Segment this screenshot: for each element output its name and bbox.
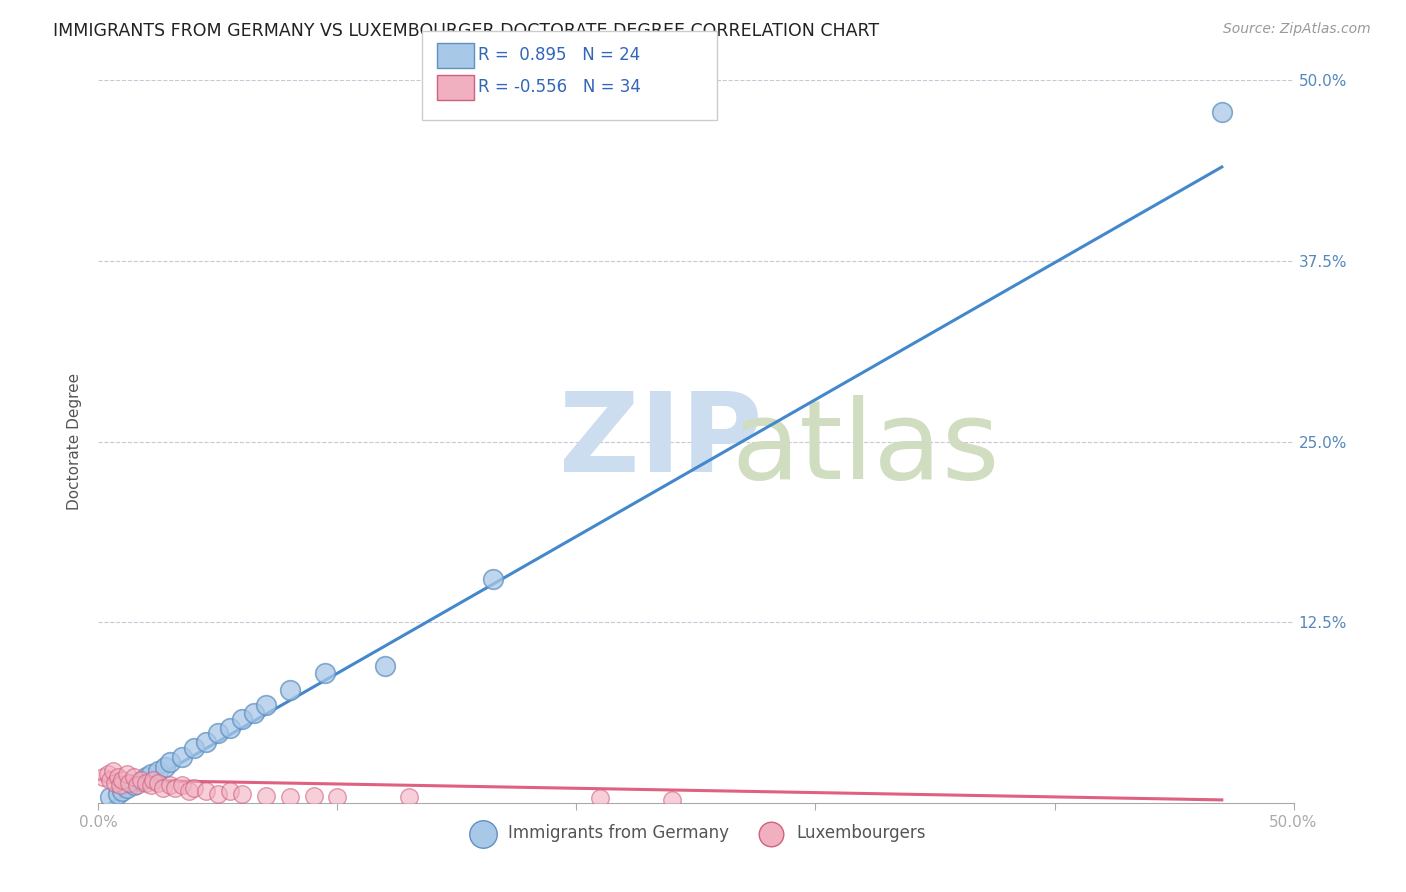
Point	[159, 779, 181, 793]
Point	[125, 779, 148, 793]
Point	[231, 712, 253, 726]
Text: R = -0.556   N = 34: R = -0.556 N = 34	[478, 78, 641, 96]
Point	[207, 726, 229, 740]
Point	[97, 767, 120, 781]
Point	[254, 789, 277, 803]
Y-axis label: Doctorate Degree: Doctorate Degree	[67, 373, 83, 510]
Text: Source: ZipAtlas.com: Source: ZipAtlas.com	[1223, 22, 1371, 37]
Point	[139, 767, 162, 781]
Point	[111, 784, 134, 798]
Point	[139, 779, 162, 793]
Point	[326, 790, 349, 805]
Point	[155, 760, 177, 774]
Point	[101, 764, 124, 778]
Point	[219, 784, 242, 798]
Text: R =  0.895   N = 24: R = 0.895 N = 24	[478, 46, 640, 64]
Point	[207, 787, 229, 801]
Point	[115, 781, 138, 796]
Point	[231, 787, 253, 801]
Point	[661, 793, 683, 807]
Point	[118, 775, 141, 789]
Point	[124, 779, 146, 793]
Point	[148, 764, 170, 778]
Point	[111, 772, 134, 787]
Point	[195, 784, 218, 798]
Legend: Immigrants from Germany, Luxembourgers: Immigrants from Germany, Luxembourgers	[460, 817, 932, 848]
Point	[589, 791, 612, 805]
Point	[124, 770, 146, 784]
Point	[254, 698, 277, 712]
Text: IMMIGRANTS FROM GERMANY VS LUXEMBOURGER DOCTORATE DEGREE CORRELATION CHART: IMMIGRANTS FROM GERMANY VS LUXEMBOURGER …	[53, 22, 880, 40]
Point	[163, 781, 186, 796]
Point	[148, 775, 170, 789]
Point	[183, 781, 205, 796]
Point	[172, 779, 194, 793]
Point	[183, 740, 205, 755]
Point	[481, 572, 505, 586]
Point	[179, 784, 201, 798]
Point	[91, 770, 114, 784]
Point	[302, 789, 325, 803]
Text: ZIP: ZIP	[558, 388, 762, 495]
Text: atlas: atlas	[733, 395, 1000, 502]
Point	[195, 735, 218, 749]
Point	[243, 706, 266, 721]
Point	[135, 770, 157, 784]
Point	[135, 775, 157, 789]
Point	[131, 774, 153, 789]
Point	[107, 770, 129, 784]
Point	[115, 767, 138, 781]
Point	[219, 721, 242, 735]
Point	[278, 790, 301, 805]
Point	[374, 658, 396, 673]
Point	[1211, 105, 1233, 120]
Point	[98, 772, 122, 787]
Point	[98, 790, 122, 805]
Point	[278, 683, 301, 698]
Point	[131, 772, 153, 787]
Point	[152, 781, 174, 796]
Point	[315, 665, 337, 680]
Point	[142, 772, 165, 787]
Point	[104, 775, 127, 789]
Point	[398, 790, 420, 805]
Point	[159, 756, 181, 770]
Point	[107, 787, 129, 801]
Point	[108, 779, 131, 793]
Point	[172, 749, 194, 764]
